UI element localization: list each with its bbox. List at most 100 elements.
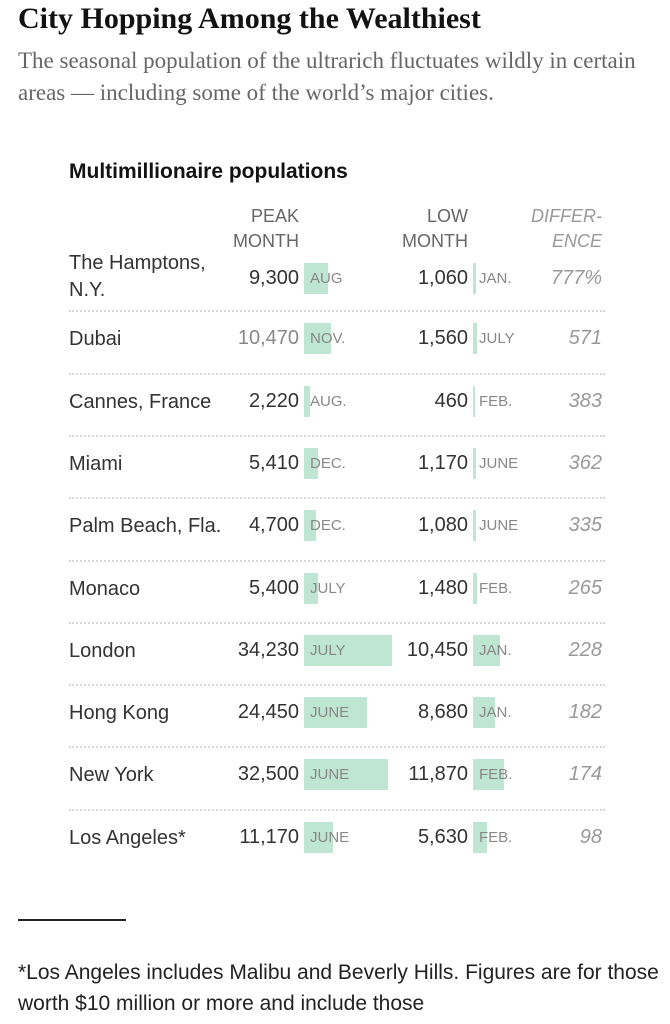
peak-month: AUG [310, 270, 343, 287]
low-bar [473, 822, 488, 853]
city-name: Miami [69, 453, 123, 475]
low-month: JULY [479, 330, 515, 347]
table-row: The Hamptons, N.Y. 9,300 AUG 1,060 JAN. 777% [0, 250, 670, 312]
city-name: Dubai [69, 328, 122, 350]
table-row: Dubai 10,470 NOV. 1,560 JULY 571 [0, 310, 670, 374]
low-month: FEB. [479, 766, 513, 783]
peak-value: 34,230 [237, 639, 299, 661]
difference-header: DIFFER- ENCE [531, 206, 602, 251]
peak-value: 11,170 [239, 826, 299, 848]
difference-value: 777% [550, 267, 602, 289]
peak-value: 4,700 [248, 514, 299, 536]
difference-value: 182 [568, 701, 602, 723]
low-bar [473, 510, 476, 541]
peak-value: 5,400 [248, 577, 299, 599]
peak-month: JUNE [310, 766, 350, 783]
city-name: The Hamptons, N.Y. [69, 252, 206, 301]
low-month: FEB. [479, 580, 513, 597]
low-bar [473, 759, 504, 790]
difference-value: 571 [568, 327, 602, 349]
peak-month: NOV. [310, 330, 346, 347]
table-row: London 34,230 JULY 10,450 JAN. 228 [0, 622, 670, 686]
peak-value: 24,450 [237, 701, 299, 723]
footnote: *Los Angeles includes Malibu and Beverly… [18, 961, 659, 1015]
low-month: JAN. [479, 270, 512, 287]
city-name: New York [69, 764, 154, 786]
difference-value: 174 [568, 763, 602, 785]
table-row: Palm Beach, Fla. 4,700 DEC. 1,080 JUNE 335 [0, 497, 670, 561]
low-value: 1,170 [417, 452, 468, 474]
peak-month: AUG. [310, 393, 347, 410]
peak-bar [304, 323, 331, 354]
peak-month: DEC. [310, 455, 346, 472]
row-divider [69, 373, 605, 375]
low-month: JUNE [479, 517, 519, 534]
city-name: Los Angeles* [69, 827, 186, 849]
peak-value: 2,220 [248, 390, 299, 412]
row-divider [69, 809, 605, 811]
low-value: 5,630 [417, 826, 468, 848]
low-month: JUNE [479, 455, 519, 472]
peak-bar [304, 697, 367, 728]
dek: The seasonal population of the ultrarich… [18, 48, 636, 105]
chart-title: Multimillionaire populations [69, 160, 348, 183]
peak-value: 5,410 [248, 452, 299, 474]
peak-month: JUNE [310, 704, 350, 721]
low-bar [473, 263, 476, 294]
difference-value: 228 [568, 639, 602, 661]
low-bar [473, 448, 476, 479]
peak-month: DEC. [310, 517, 346, 534]
low-month: JAN. [479, 704, 512, 721]
peak-month: JULY [310, 580, 346, 597]
low-month: FEB. [479, 829, 513, 846]
difference-value: 383 [568, 390, 602, 412]
difference-value: 362 [568, 452, 602, 474]
low-bar [473, 697, 496, 728]
low-value: 1,080 [417, 514, 468, 536]
row-divider [69, 746, 605, 748]
low-value: 1,480 [417, 577, 468, 599]
city-name: Monaco [69, 578, 141, 600]
peak-month: JULY [310, 642, 346, 659]
difference-value: 98 [579, 826, 602, 848]
row-divider [69, 435, 605, 437]
peak-month: JUNE [310, 829, 350, 846]
low-value: 8,680 [417, 701, 468, 723]
peak-bar [304, 635, 392, 666]
row-divider [69, 310, 605, 312]
table-row: Cannes, France 2,220 AUG. 460 FEB. 383 [0, 373, 670, 437]
peak-value: 9,300 [248, 267, 299, 289]
row-divider [69, 684, 605, 686]
footnote-divider [18, 919, 126, 921]
low-month: FEB. [479, 393, 513, 410]
low-value: 460 [434, 390, 468, 412]
peak-bar [304, 822, 333, 853]
low-value: 11,870 [408, 763, 468, 785]
headline: City Hopping Among the Wealthiest [18, 2, 481, 35]
row-divider [69, 560, 605, 562]
table-row: Monaco 5,400 JULY 1,480 FEB. 265 [0, 560, 670, 624]
peak-month-header: PEAK MONTH [233, 206, 299, 251]
low-value: 1,560 [417, 327, 468, 349]
peak-bar [304, 263, 328, 294]
peak-bar [304, 510, 317, 541]
row-divider [69, 497, 605, 499]
peak-bar [304, 386, 310, 417]
peak-bar [304, 448, 318, 479]
city-name: Palm Beach, Fla. [69, 515, 222, 537]
peak-value: 32,500 [237, 763, 299, 785]
low-value: 10,450 [406, 639, 468, 661]
table-row: Hong Kong 24,450 JUNE 8,680 JAN. 182 [0, 684, 670, 748]
table-row: New York 32,500 JUNE 11,870 FEB. 174 [0, 746, 670, 810]
peak-bar [304, 759, 388, 790]
peak-bar [304, 573, 318, 604]
low-month-header: LOW MONTH [402, 206, 468, 251]
city-name: Hong Kong [69, 702, 170, 724]
low-bar [473, 323, 477, 354]
low-bar [473, 573, 477, 604]
peak-value: 10,470 [237, 327, 299, 349]
low-value: 1,060 [417, 267, 468, 289]
low-bar [473, 386, 475, 417]
low-bar [473, 635, 500, 666]
table-row: Miami 5,410 DEC. 1,170 JUNE 362 [0, 435, 670, 499]
